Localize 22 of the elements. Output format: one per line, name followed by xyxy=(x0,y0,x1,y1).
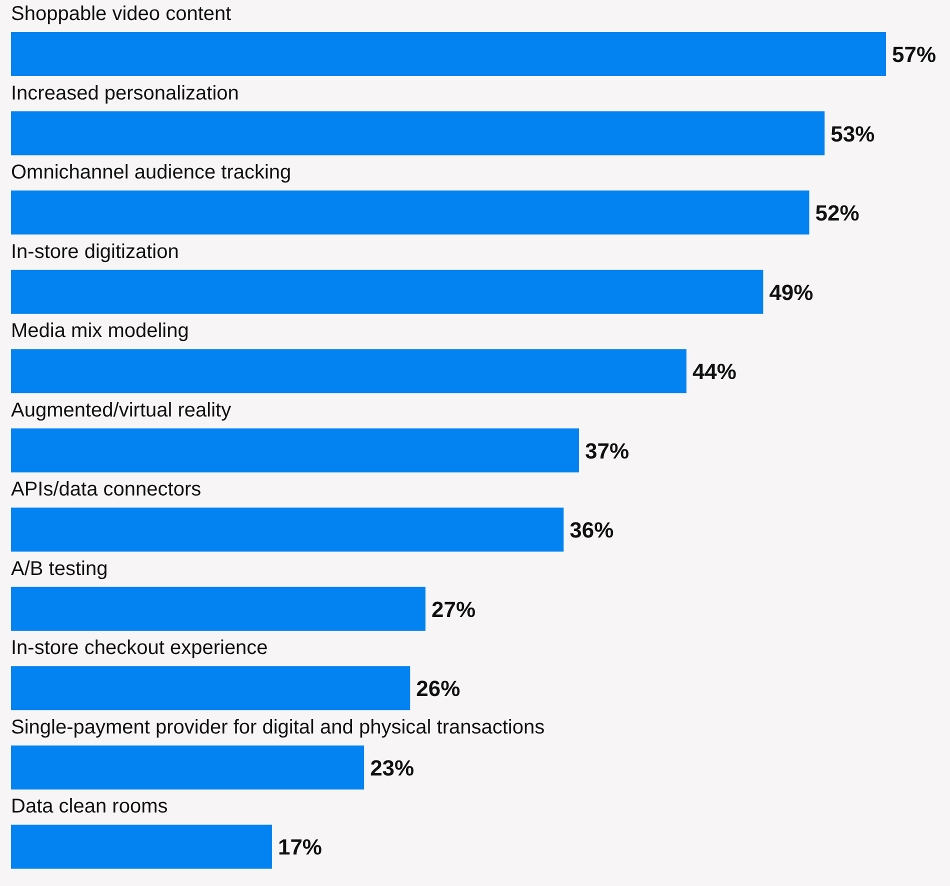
data-label: 23% xyxy=(370,755,414,780)
data-label: 36% xyxy=(570,518,614,543)
data-label: 49% xyxy=(769,280,814,305)
y-tick-label: Increased personalization xyxy=(11,82,239,104)
y-tick-label: A/B testing xyxy=(11,558,108,580)
y-tick-label: In-store digitization xyxy=(11,240,179,263)
y-tick-label: Media mix modeling xyxy=(11,320,189,342)
y-tick-label: Single-payment provider for digital and physical transactions xyxy=(11,716,545,738)
data-label: 52% xyxy=(815,200,860,226)
data-label: 53% xyxy=(830,121,875,146)
data-label: 44% xyxy=(692,359,736,384)
y-tick-label: Augmented/virtual reality xyxy=(11,399,232,422)
y-tick-label: Omnichannel audience tracking xyxy=(11,162,292,184)
data-label: 57% xyxy=(892,42,936,67)
y-tick-label: Data clean rooms xyxy=(11,796,168,818)
y-tick-label: In-store checkout experience xyxy=(11,637,268,660)
y-tick-label: APIs/data connectors xyxy=(11,478,202,501)
data-label: 17% xyxy=(278,834,322,860)
data-label: 26% xyxy=(416,676,460,702)
y-tick-label: Shoppable video content xyxy=(11,3,232,25)
data-label: 37% xyxy=(584,438,630,464)
data-label: 27% xyxy=(431,596,476,622)
